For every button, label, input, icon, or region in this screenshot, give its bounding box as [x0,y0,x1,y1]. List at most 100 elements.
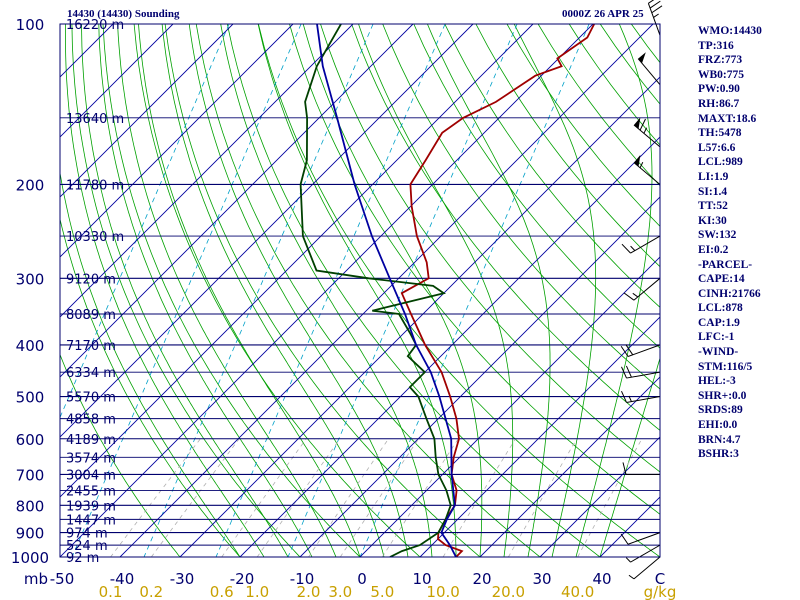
height-label: 13640 m [66,112,124,127]
height-label: 3004 m [66,468,116,483]
pressure-tick-label: 400 [16,337,45,355]
mixing-ratio-line [308,438,389,557]
index-line: FRZ:773 [698,54,743,67]
index-line: CINH:21766 [698,287,761,300]
mixing-ratio-line [221,438,307,557]
moist-adiabat [513,24,597,557]
height-label: 3574 m [66,451,116,466]
height-label: 11780 m [66,178,124,193]
height-label: 1447 m [66,513,116,528]
wind-barb [621,365,661,379]
mixing-ratio-line [150,438,240,557]
temperature-tick-label: 30 [532,570,551,588]
index-line: STM:116/5 [698,360,753,373]
parcel-trace [316,24,457,557]
index-line: SI:1.4 [698,185,728,198]
wind-barb [637,52,661,86]
index-line: TH:5478 [698,127,742,140]
wind-barb [647,0,663,36]
height-label: 524 m [66,539,108,554]
pressure-tick-label: 300 [16,270,45,288]
wind-barb [621,235,661,254]
wind-barb [621,390,661,403]
isotherm [60,24,414,378]
plot-frame [59,23,661,558]
wind-barb [628,556,661,580]
isotherm [60,24,294,258]
dry-adiabat [289,24,660,515]
temperature-tick-label: 40 [592,570,611,588]
pressure-tick-label: 700 [16,466,45,484]
mixing-ratio-tick-label: 0.6 [210,583,234,600]
isotherm [179,76,660,557]
pressure-tick-label: 100 [16,16,45,34]
height-label: 10330 m [66,230,124,245]
temperature-tick-label: 0 [357,570,367,588]
valid-time: 0000Z 26 APR 25 [562,8,644,20]
index-line: TP:316 [698,39,734,52]
index-line: EHI:0.0 [698,419,738,432]
wind-barb [620,344,661,357]
temperature-trace [400,24,596,557]
moist-adiabat [188,24,409,557]
isotherm [479,376,660,557]
height-label: 16220 m [66,18,124,33]
index-line: KI:30 [698,214,727,227]
isotherm [60,24,594,557]
temperature-unit-label: C [655,570,665,588]
height-label: 8089 m [66,308,116,323]
temperature-tick-label: -30 [170,570,195,588]
isotherm [359,256,660,557]
moist-adiabat [358,24,514,557]
moist-adiabat [98,24,313,557]
height-label: 92 m [66,551,99,566]
isotherm [419,316,660,557]
temperature-tick-label: 10 [412,570,431,588]
mixing-ratio-line [442,438,516,557]
temperature-tick-label: -50 [50,570,75,588]
mixing-ratio-tick-label: 40.0 [561,583,594,600]
index-line: LI:1.9 [698,170,729,183]
index-line: HEL:-3 [698,375,736,388]
index-line: SW:132 [698,229,737,242]
index-line: LFC:-1 [698,331,735,344]
isotherm [60,24,354,318]
index-line: CAPE:14 [698,273,745,286]
index-line: -WIND- [698,346,739,359]
index-line: MAXT:18.6 [698,112,757,125]
index-line: EI:0.2 [698,243,729,256]
index-line: -PARCEL- [698,258,753,271]
wind-barb [620,532,661,545]
height-label: 6334 m [66,366,116,381]
index-line: TT:52 [698,200,728,213]
dry-adiabat [258,24,660,557]
temperature-tick-label: -40 [110,570,135,588]
mixing-ratio-tick-label: 5.0 [370,583,394,600]
mixing-ratio-tick-label: 0.1 [99,583,123,600]
index-line: WMO:14430 [698,25,762,37]
mixing-ratio-tick-label: 1.0 [245,583,269,600]
index-line: WB0:775 [698,68,744,81]
pressure-tick-label: 600 [16,431,45,449]
stability-indices-panel: WMO:14430 TP:316 FRZ:773 WB0:775 PW:0.90 RH:8… [698,24,798,462]
pressure-unit-label: mb [24,570,48,588]
index-line: PW:0.90 [698,83,740,96]
height-label: 1939 m [66,499,116,514]
mixing-ratio-line [256,438,341,557]
ice-line [287,24,518,557]
isotherm [60,24,534,498]
wind-barb [623,277,661,301]
temperature-tick-label: -10 [290,570,315,588]
mixing-ratio-tick-label: 3.0 [328,583,352,600]
height-label: 974 m [66,527,108,542]
pressure-tick-label: 900 [16,525,45,543]
mixing-ratio-tick-label: 0.2 [139,583,163,600]
isotherm [60,24,474,438]
pressure-tick-label: 1000 [11,549,49,567]
index-line: LCL:989 [698,156,743,169]
mixing-ratio-line [381,438,459,557]
mixing-ratio-unit-label: g/kg [644,583,677,600]
mixing-ratio-tick-label: 20.0 [492,583,525,600]
index-line: BSHR:3 [698,448,739,461]
